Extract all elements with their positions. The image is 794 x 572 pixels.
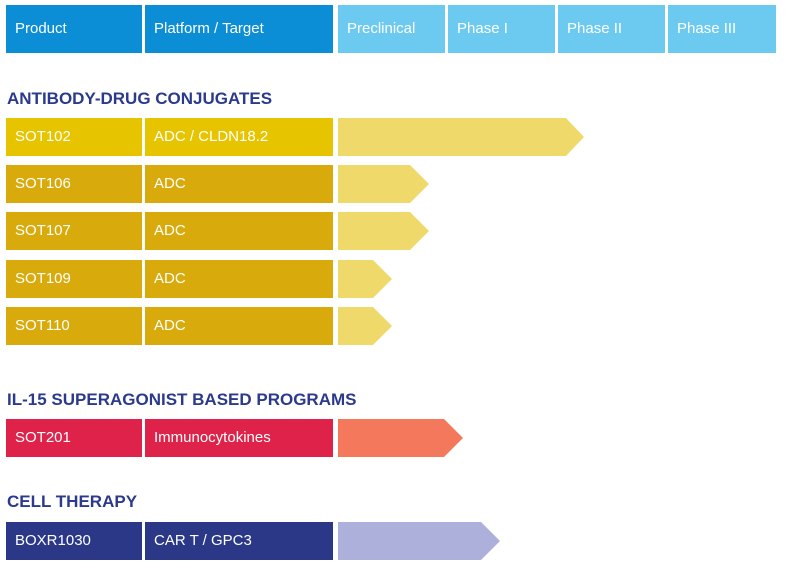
progress-arrow xyxy=(338,522,500,560)
platform-cell: ADC xyxy=(145,212,333,250)
header-cell: Product xyxy=(6,5,142,53)
product-cell: SOT106 xyxy=(6,165,142,203)
product-cell: SOT110 xyxy=(6,307,142,345)
product-cell: BOXR1030 xyxy=(6,522,142,560)
progress-arrow xyxy=(338,419,463,457)
product-cell: SOT102 xyxy=(6,118,142,156)
progress-arrow xyxy=(338,165,429,203)
section-title: ANTIBODY-DRUG CONJUGATES xyxy=(7,89,273,108)
header-cell: Preclinical xyxy=(338,5,445,53)
progress-arrow xyxy=(338,260,392,298)
product-cell: SOT201 xyxy=(6,419,142,457)
product-cell: SOT109 xyxy=(6,260,142,298)
progress-arrow xyxy=(338,212,429,250)
platform-cell: ADC / CLDN18.2 xyxy=(145,118,333,156)
header-cell: Phase II xyxy=(558,5,665,53)
platform-cell: Immunocytokines xyxy=(145,419,333,457)
section-title: CELL THERAPY xyxy=(7,492,138,511)
product-cell: SOT107 xyxy=(6,212,142,250)
progress-arrow xyxy=(338,118,584,156)
platform-cell: ADC xyxy=(145,307,333,345)
header-cell: Phase III xyxy=(668,5,776,53)
platform-cell: CAR T / GPC3 xyxy=(145,522,333,560)
section-title: IL-15 SUPERAGONIST BASED PROGRAMS xyxy=(7,390,357,409)
progress-arrow xyxy=(338,307,392,345)
header-cell: Platform / Target xyxy=(145,5,333,53)
platform-cell: ADC xyxy=(145,165,333,203)
header-cell: Phase I xyxy=(448,5,555,53)
platform-cell: ADC xyxy=(145,260,333,298)
